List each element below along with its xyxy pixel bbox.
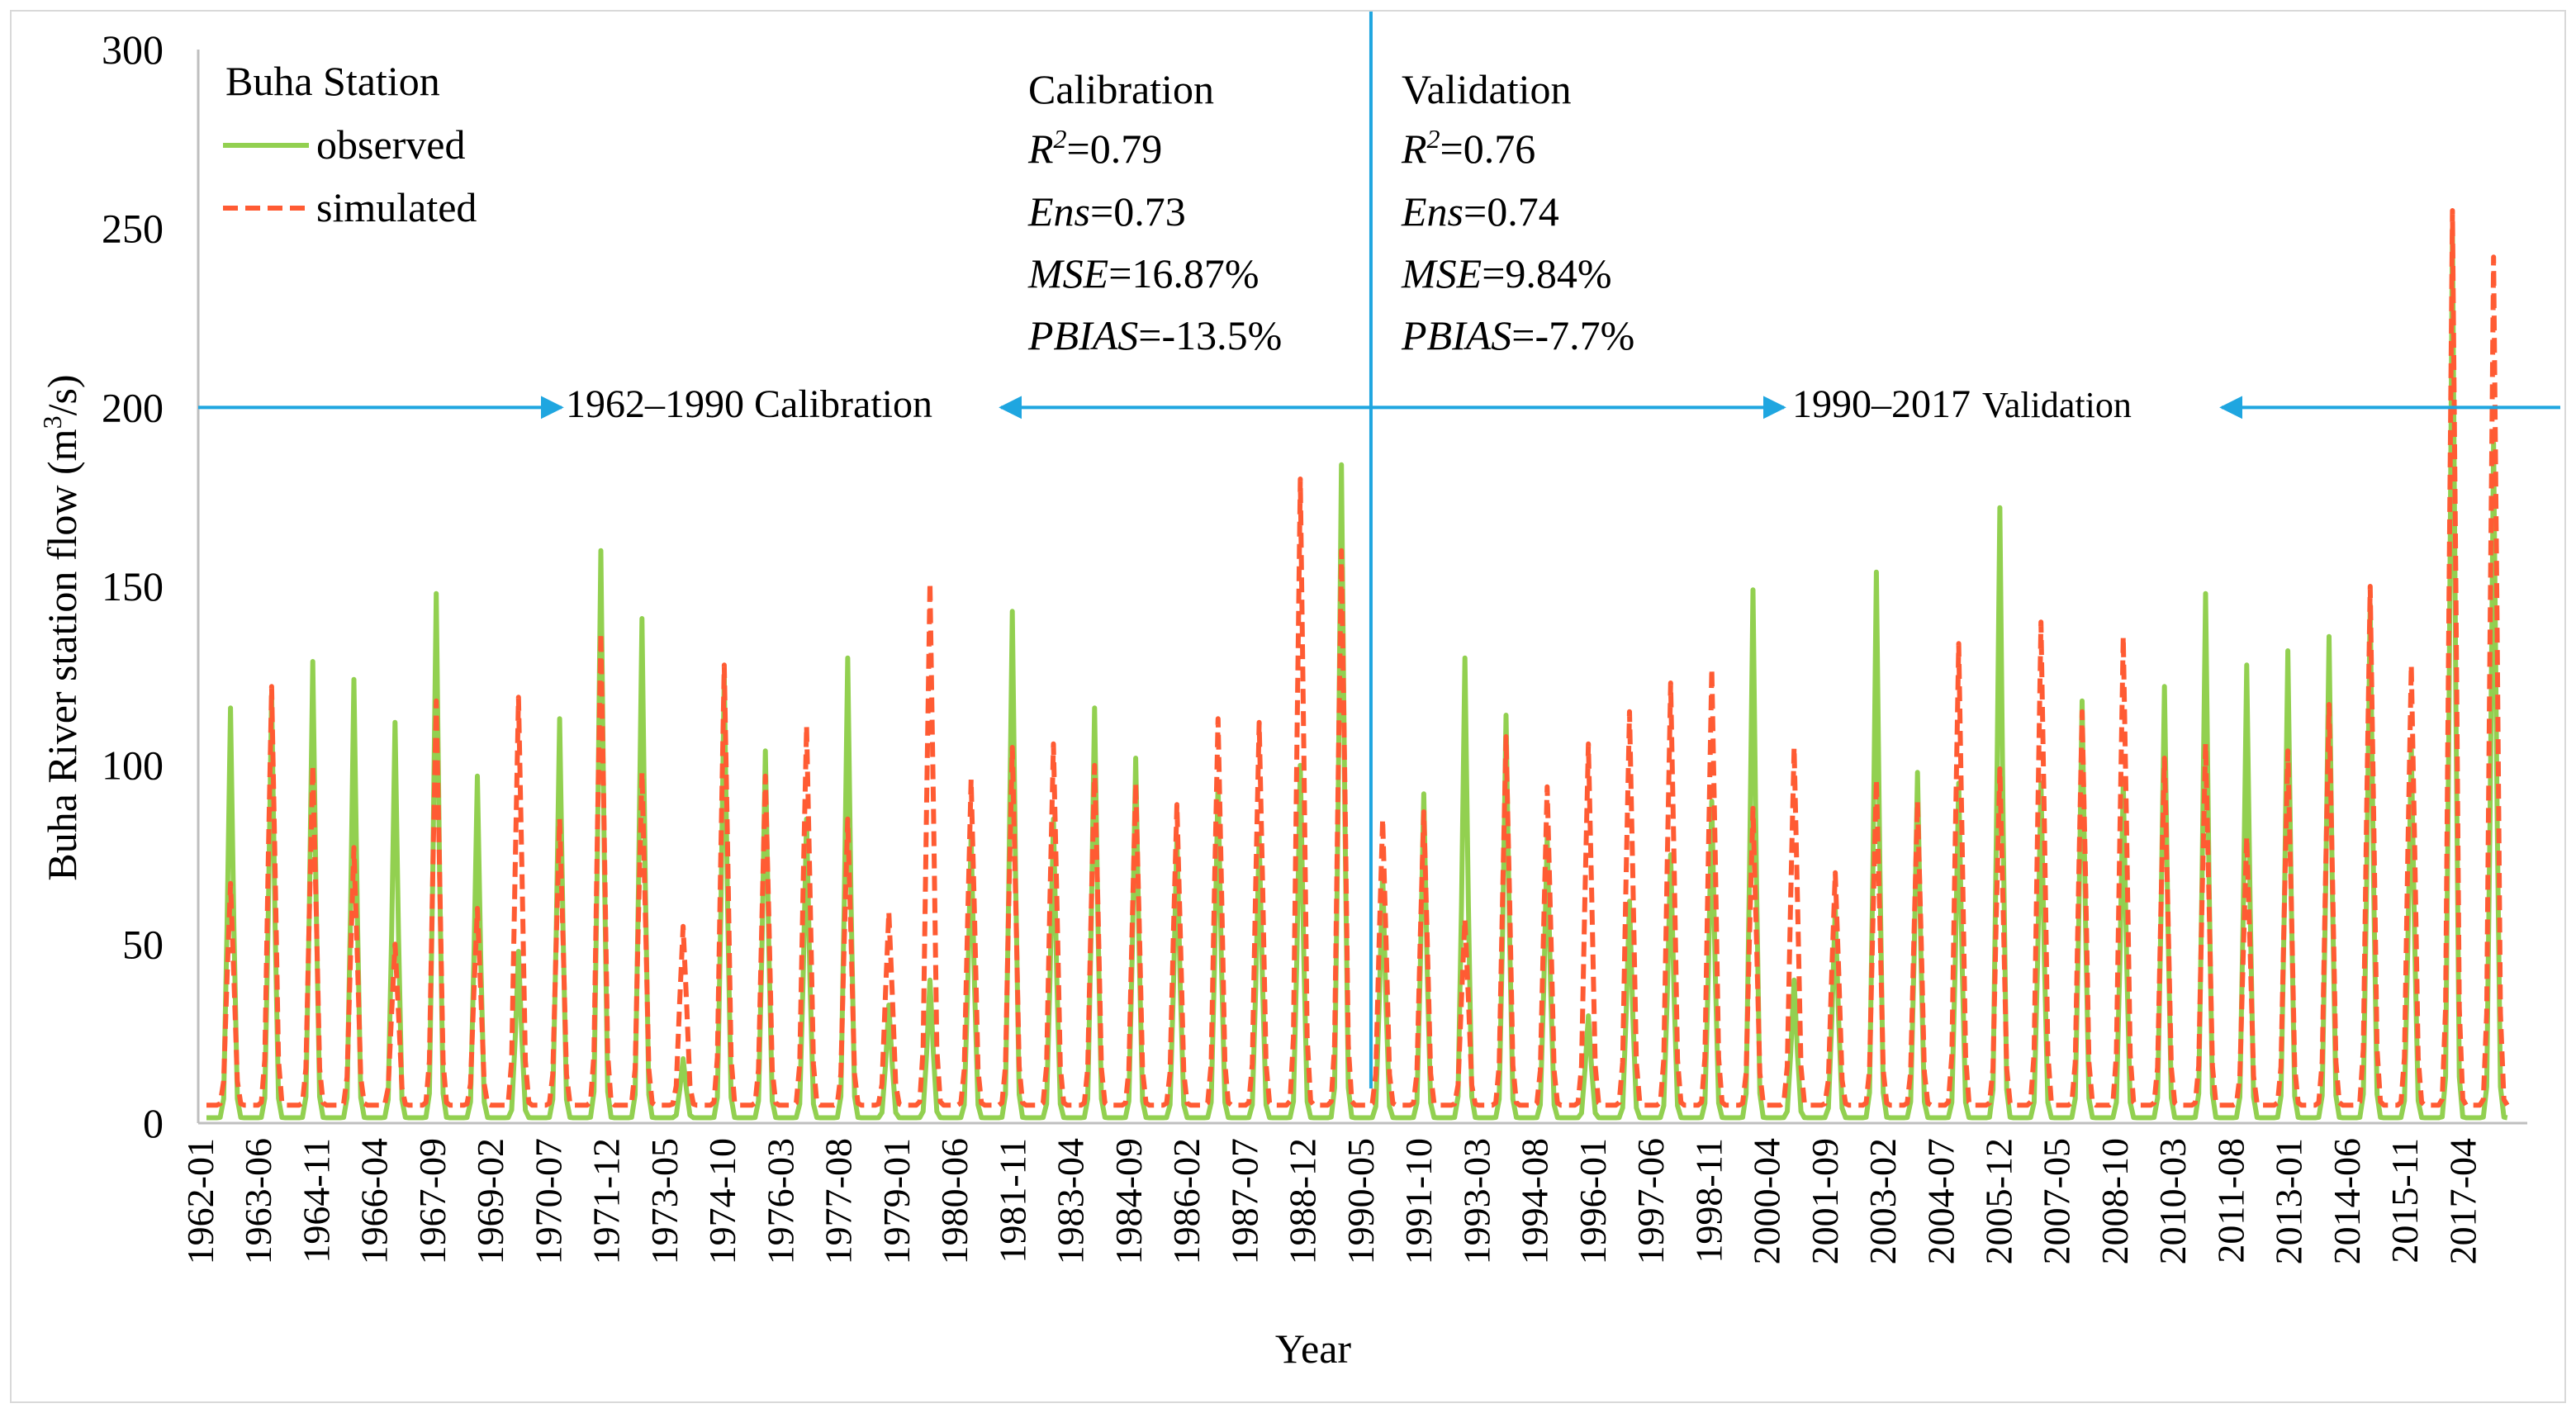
x-tick-label: 2010-03 <box>2151 1138 2194 1264</box>
x-tick-label: 2014-06 <box>2326 1138 2368 1264</box>
validation-ens-value: =0.74 <box>1464 188 1559 235</box>
x-tick-label: 2017-04 <box>2441 1138 2483 1264</box>
validation-r2: R2=0.76 <box>1401 124 1535 172</box>
y-tick-label: 200 <box>102 384 164 430</box>
y-axis-title-main: Buha River station flow (m <box>39 429 85 880</box>
calibration-heading: Calibration <box>1028 66 1214 112</box>
x-tick-label: 1962-01 <box>179 1138 221 1264</box>
x-tick-label: 1970-07 <box>527 1138 569 1264</box>
y-axis-title: Buha River station flow (m3/s) <box>37 374 85 880</box>
x-tick-label: 2005-12 <box>1977 1138 2019 1264</box>
legend: Buha Station observed simulated <box>223 58 477 230</box>
simulated-series-line <box>206 208 2510 1108</box>
x-tick-label: 1981-11 <box>991 1138 1033 1264</box>
calibration-r2-value: =0.79 <box>1067 126 1163 172</box>
x-tick-label: 2011-08 <box>2209 1138 2251 1264</box>
validation-period-label: 1990–2017 Validation <box>1792 382 2132 426</box>
calibration-ens: Ens=0.73 <box>1027 188 1186 235</box>
validation-pbias-label: PBIAS <box>1401 312 1511 358</box>
x-tick-label: 2004-07 <box>1919 1138 1962 1264</box>
calibration-r2-label: R <box>1027 126 1054 172</box>
validation-period-word: Validation <box>1982 385 2132 425</box>
x-tick-label: 1997-06 <box>1630 1138 1672 1264</box>
x-tick-label: 1998-11 <box>1687 1138 1729 1264</box>
legend-observed-label: observed <box>316 121 466 168</box>
validation-pbias-value: =-7.7% <box>1511 312 1634 358</box>
calibration-stats: Calibration R2=0.79 Ens=0.73 MSE=16.87% … <box>1027 66 1282 358</box>
validation-mse: MSE=9.84% <box>1401 250 1612 296</box>
y-tick-group: 0 50 100 150 200 250 300 <box>102 26 164 1146</box>
validation-pbias: PBIAS=-7.7% <box>1401 312 1634 358</box>
x-tick-label: 1984-09 <box>1108 1138 1150 1264</box>
x-tick-label: 2013-01 <box>2268 1138 2310 1264</box>
x-tick-label: 1986-02 <box>1165 1138 1207 1264</box>
calibration-ens-value: =0.73 <box>1090 188 1186 235</box>
y-tick-label: 250 <box>102 206 164 252</box>
validation-r2-value: =0.76 <box>1440 126 1536 172</box>
x-axis-title: Year <box>1275 1325 1351 1372</box>
calibration-mse: MSE=16.87% <box>1027 250 1260 296</box>
x-tick-label: 1988-12 <box>1282 1138 1324 1264</box>
x-tick-label: 1993-03 <box>1455 1138 1497 1264</box>
y-tick-label: 150 <box>102 563 164 609</box>
validation-mse-value: =9.84% <box>1482 250 1611 296</box>
x-tick-label: 1983-04 <box>1050 1138 1092 1264</box>
calibration-mse-value: =16.87% <box>1108 250 1259 296</box>
x-tick-label: 1979-01 <box>875 1138 918 1264</box>
validation-mse-label: MSE <box>1401 250 1482 296</box>
x-tick-label: 2000-04 <box>1746 1138 1788 1264</box>
calibration-r2: R2=0.79 <box>1027 124 1162 172</box>
x-tick-label: 1991-10 <box>1397 1138 1440 1264</box>
validation-r2-label: R <box>1401 126 1427 172</box>
calibration-pbias-value: =-13.5% <box>1138 312 1282 358</box>
x-tick-label: 1976-03 <box>759 1138 801 1264</box>
x-tick-label: 1974-10 <box>701 1138 743 1264</box>
x-tick-group: 1962-01 1963-06 1964-11 1966-04 1967-09 1969-… <box>179 1138 2483 1264</box>
calibration-mse-label: MSE <box>1027 250 1108 296</box>
x-tick-label: 2007-05 <box>2036 1138 2078 1264</box>
x-tick-label: 2015-11 <box>2384 1138 2426 1264</box>
calibration-pbias-label: PBIAS <box>1027 312 1138 358</box>
x-tick-label: 1977-08 <box>818 1138 860 1264</box>
calibration-period-label: 1962–1990 Calibration <box>566 382 932 426</box>
x-tick-label: 1990-05 <box>1340 1138 1382 1264</box>
validation-ens: Ens=0.74 <box>1401 188 1559 235</box>
y-tick-label: 50 <box>122 921 164 967</box>
x-tick-label: 2003-02 <box>1862 1138 1904 1264</box>
validation-ens-label: Ens <box>1401 188 1464 235</box>
legend-simulated-label: simulated <box>316 184 477 230</box>
validation-stats: Validation R2=0.76 Ens=0.74 MSE=9.84% PB… <box>1401 66 1634 358</box>
x-tick-label: 1967-09 <box>411 1138 453 1264</box>
y-tick-label: 100 <box>102 742 164 789</box>
x-tick-label: 1969-02 <box>469 1138 511 1264</box>
calibration-pbias: PBIAS=-13.5% <box>1027 312 1282 358</box>
x-tick-label: 1996-01 <box>1572 1138 1614 1264</box>
x-tick-label: 1964-11 <box>295 1138 337 1264</box>
x-tick-label: 1994-08 <box>1514 1138 1556 1264</box>
x-tick-label: 1980-06 <box>933 1138 975 1264</box>
y-tick-label: 300 <box>102 26 164 73</box>
y-tick-label: 0 <box>143 1100 164 1146</box>
validation-period-years: 1990–2017 <box>1792 382 1971 426</box>
x-tick-label: 1971-12 <box>586 1138 628 1264</box>
x-tick-label: 1963-06 <box>237 1138 279 1264</box>
validation-r2-sup: 2 <box>1427 124 1440 154</box>
y-axis-title-end: /s) <box>39 374 85 415</box>
x-tick-label: 1973-05 <box>643 1138 686 1264</box>
validation-heading: Validation <box>1402 66 1572 112</box>
calibration-r2-sup: 2 <box>1054 124 1067 154</box>
observed-series-line <box>206 225 2508 1121</box>
x-tick-label: 1987-07 <box>1223 1138 1265 1264</box>
y-axis-title-sup: 3 <box>37 415 67 429</box>
x-tick-label: 2001-09 <box>1804 1138 1846 1264</box>
calibration-ens-label: Ens <box>1027 188 1090 235</box>
x-tick-label: 2008-10 <box>2094 1138 2136 1264</box>
legend-title: Buha Station <box>225 58 440 104</box>
x-tick-label: 1966-04 <box>353 1138 396 1264</box>
